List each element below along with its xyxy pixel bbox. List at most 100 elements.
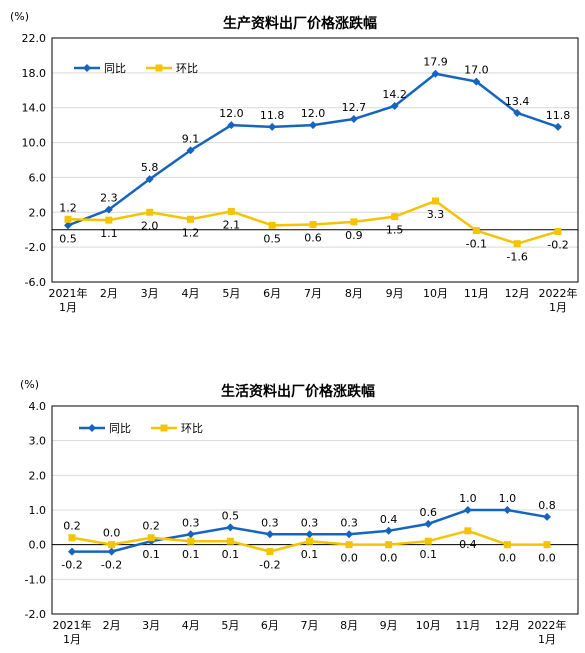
y-tick-label: 1.0 [29, 504, 47, 517]
data-label: 11.8 [260, 109, 285, 122]
x-tick-label: 6月 [263, 287, 281, 300]
x-tick-label: 4月 [182, 287, 200, 300]
data-point [186, 530, 195, 539]
data-point [309, 121, 317, 130]
data-point [268, 122, 277, 131]
data-point [68, 547, 76, 556]
data-label: 0.0 [103, 527, 121, 540]
data-point [227, 207, 235, 215]
data-label: 17.0 [464, 64, 489, 77]
y-tick-label: 6.0 [29, 171, 47, 184]
data-label: 0.6 [304, 231, 322, 244]
data-label: 2.0 [141, 219, 159, 232]
data-label: 0.8 [538, 499, 556, 512]
data-label: 12.0 [301, 107, 326, 120]
x-tick-label: 6月 [261, 619, 279, 632]
legend-label: 环比 [176, 62, 198, 75]
data-point [108, 541, 116, 549]
x-tick-label: 12月 [505, 287, 530, 300]
data-point [424, 519, 433, 528]
data-point [503, 506, 512, 514]
data-label: 0.0 [340, 552, 358, 565]
x-tick-label: 3月 [142, 619, 160, 632]
data-label: 1.0 [499, 492, 517, 505]
data-point [390, 101, 399, 110]
data-point [227, 121, 236, 130]
data-label: 0.4 [380, 513, 398, 526]
y-tick-label: 14.0 [22, 102, 47, 115]
data-point [64, 221, 72, 230]
data-point [226, 537, 234, 545]
data-point [105, 216, 113, 224]
x-tick-label: 2021年 1月 [53, 618, 92, 646]
x-tick-label: 10月 [416, 619, 441, 632]
data-label: 0.1 [420, 548, 438, 561]
x-tick-label: 3月 [141, 287, 159, 300]
x-tick-label: 8月 [345, 287, 363, 300]
data-point [345, 541, 353, 549]
data-label: 0.3 [261, 516, 279, 529]
data-point [543, 541, 551, 549]
data-point [305, 530, 314, 539]
data-point [147, 534, 155, 542]
y-tick-label: -2.0 [25, 608, 46, 621]
data-label: 0.5 [263, 232, 281, 245]
x-tick-label: 11月 [464, 287, 489, 300]
x-tick-label: 8月 [340, 619, 358, 632]
data-point [472, 77, 481, 86]
chart-2-plot: 4.0 3.0 2.0 1.0 0.0 -1.0 -2.0 2021年 1月 2月 3月 4月 5月 6月… [25, 400, 579, 646]
data-point [265, 530, 274, 539]
y-tick-label: 10.0 [22, 137, 47, 150]
legend-marker [83, 64, 91, 72]
data-point [513, 108, 522, 117]
data-point [349, 115, 358, 124]
plot-frame [51, 37, 579, 283]
data-point [145, 175, 154, 184]
data-label: 2.3 [100, 192, 118, 205]
data-label: 12.7 [342, 101, 367, 114]
legend-marker [88, 424, 96, 432]
y-tick-label: -2.0 [25, 241, 46, 254]
data-label: 13.4 [505, 95, 530, 108]
chart-1-title: 生产资料出厂价格涨跌幅 [223, 15, 377, 32]
data-label: 0.1 [142, 548, 160, 561]
data-label: 3.3 [427, 208, 445, 221]
data-label: -0.2 [101, 559, 122, 572]
data-label: -0.2 [547, 238, 568, 251]
data-label: 0.0 [499, 552, 517, 565]
data-point [432, 197, 439, 205]
data-label: 0.0 [538, 552, 556, 565]
data-point [266, 548, 274, 556]
data-label: 0.1 [182, 548, 200, 561]
data-label: 14.2 [382, 88, 407, 101]
data-point [543, 512, 551, 521]
data-point [554, 122, 562, 131]
data-label: 0.3 [301, 516, 319, 529]
data-label: 0.2 [63, 520, 81, 533]
x-tick-label: 11月 [455, 619, 480, 632]
x-tick-label: 12月 [495, 619, 520, 632]
series-line-yoy [67, 72, 559, 227]
legend-label: 同比 [104, 62, 126, 75]
x-tick-label: 9月 [380, 619, 398, 632]
y-tick-label: 0.0 [29, 539, 47, 552]
y-tick-label: 4.0 [29, 400, 47, 413]
data-point [391, 213, 399, 221]
data-label: 0.2 [142, 520, 160, 533]
x-tick-label: 10月 [423, 287, 448, 300]
chart-1: (%) 生产资料出厂价格涨跌幅 22.0 18.0 14.0 10.0 6.0 2.0 -2… [10, 10, 579, 314]
data-point [350, 218, 358, 226]
x-tick-label: 7月 [304, 287, 322, 300]
data-label: -0.1 [466, 238, 487, 251]
data-label: 0.5 [222, 509, 240, 522]
data-label: 0.1 [301, 548, 319, 561]
chart-2: (%) 生活资料出厂价格涨跌幅 4.0 3.0 2.0 1.0 0.0 -1.0 -2.0 2… [20, 378, 579, 646]
data-label: 12.0 [219, 107, 244, 120]
data-label: 1.1 [100, 227, 118, 240]
x-tick-label: 7月 [301, 619, 319, 632]
x-tick-label: 9月 [386, 287, 404, 300]
y-tick-label: 18.0 [22, 67, 47, 80]
chart-1-unit: (%) [10, 10, 29, 23]
